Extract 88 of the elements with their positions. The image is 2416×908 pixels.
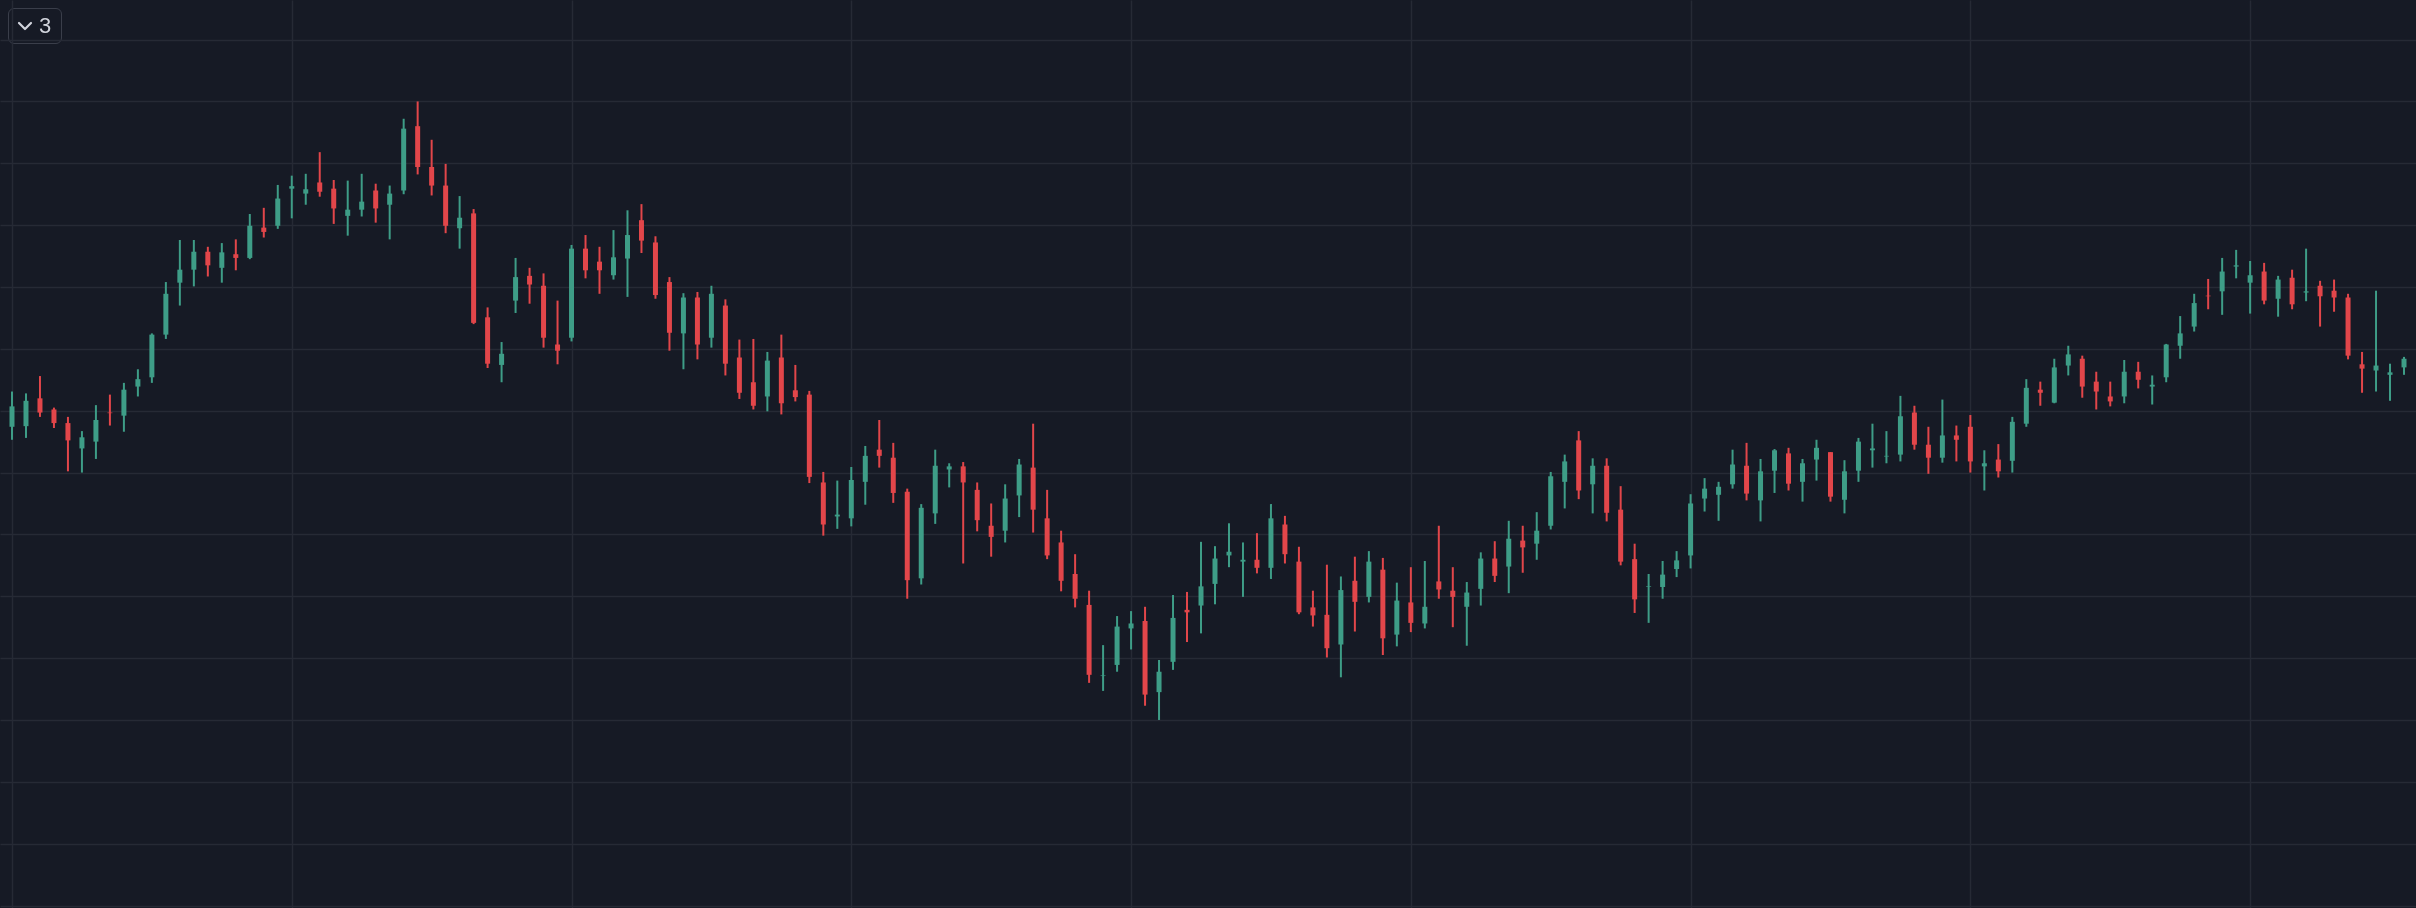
candlestick (1590, 457, 1596, 515)
candlestick (135, 368, 141, 398)
candlestick (2177, 315, 2183, 360)
candlestick (205, 245, 211, 278)
candlestick (317, 151, 323, 198)
candlestick (2303, 247, 2309, 303)
candlestick (1128, 610, 1134, 651)
candlestick (373, 182, 379, 224)
candlestick (610, 229, 616, 281)
candlestick (1100, 644, 1106, 692)
candlestick (1869, 422, 1875, 469)
candlestick (1646, 572, 1652, 624)
candlestick (1422, 560, 1428, 630)
candlestick (960, 461, 966, 565)
candlestick (988, 502, 994, 558)
candlestick (2317, 279, 2323, 328)
candlestick (1813, 438, 1819, 482)
candlestick (2093, 370, 2099, 411)
candlestick (513, 256, 519, 314)
candlestick (1674, 550, 1680, 579)
candlestick (2275, 274, 2281, 318)
candlestick (1800, 457, 1806, 503)
candlestick (1730, 448, 1736, 490)
candlestick (219, 242, 225, 284)
candlestick (289, 174, 295, 220)
candlestick (1352, 555, 1358, 633)
candlestick (9, 390, 15, 441)
candlestick (261, 206, 267, 239)
candlestick (1772, 448, 1778, 494)
candlestick (2233, 248, 2239, 280)
candlestick (876, 418, 882, 469)
candlestick (1492, 540, 1498, 584)
candlestick (555, 299, 561, 366)
candlestick (1254, 532, 1260, 575)
candlestick (1464, 581, 1470, 647)
candlestick (2331, 278, 2337, 313)
candlestick (2191, 292, 2197, 333)
candlestick (946, 462, 952, 489)
candlestick (1660, 560, 1666, 600)
candlestick (93, 404, 99, 460)
candlestick (37, 375, 43, 418)
candlestick (499, 341, 505, 384)
candlestick (51, 406, 57, 430)
candlestick (1156, 658, 1162, 721)
candlestick (750, 337, 756, 411)
candlestick (345, 179, 351, 237)
candlestick (1534, 511, 1540, 561)
candlestick (1702, 477, 1708, 513)
candlestick (191, 238, 197, 288)
candlestick (331, 178, 337, 225)
candlestick (792, 363, 798, 403)
candlestick (1939, 398, 1945, 464)
candlestick (1240, 541, 1246, 598)
candlestick (387, 184, 393, 241)
candlestick (233, 238, 239, 272)
candlestick (359, 172, 365, 218)
candlestick (2219, 256, 2225, 316)
candlestick (1562, 453, 1568, 510)
candlestick (2149, 374, 2155, 406)
collapse-button: 3 (8, 8, 63, 44)
candlestick (1450, 566, 1456, 629)
candlestick (1995, 443, 2001, 479)
candlestick (1310, 589, 1316, 628)
candlestick (177, 238, 183, 307)
candlestick (2065, 344, 2071, 377)
candlestick (2387, 362, 2393, 402)
candlestick (1716, 480, 1722, 522)
candlestick (65, 415, 71, 473)
candlestick (303, 172, 309, 206)
candlestick (2135, 360, 2141, 390)
candlestick (457, 195, 463, 250)
candlestick (1198, 540, 1204, 635)
candlestick (1436, 524, 1442, 600)
candlestick (527, 266, 533, 305)
candlestick (597, 245, 603, 295)
candlestick (2359, 350, 2365, 394)
candlestick (2107, 380, 2113, 408)
candlestick (2247, 260, 2253, 315)
candlestick (79, 430, 85, 474)
candlestick (429, 138, 435, 197)
candlestick (624, 209, 630, 298)
candlestick (1408, 566, 1414, 634)
candlestick (1953, 424, 1959, 463)
candlestick (2037, 380, 2043, 407)
candlestick (583, 234, 589, 280)
candlestick (638, 203, 644, 254)
candlestick (1981, 449, 1987, 492)
candlestick (1925, 425, 1931, 475)
